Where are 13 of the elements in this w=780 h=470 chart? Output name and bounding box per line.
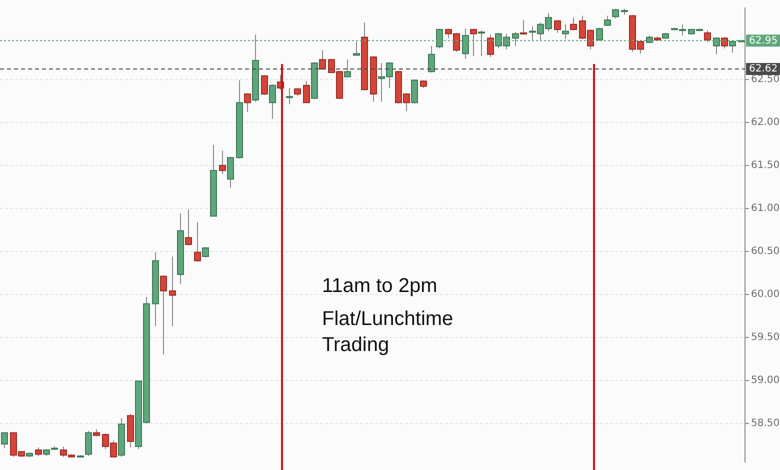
y-tick-label: 60.50 [751, 246, 780, 257]
y-tick-label: 62.50 [751, 74, 780, 85]
y-tick-label: 61.00 [751, 202, 780, 214]
annotation: Flat/Lunchtime Trading [322, 308, 454, 356]
y-tick-label: 60.00 [751, 288, 780, 300]
ref-line-label: 62.62 [749, 64, 778, 75]
y-tick-label: 59.00 [751, 374, 780, 386]
y-tick-label: 61.50 [751, 160, 780, 171]
ref-line-label: 62.95 [749, 35, 778, 46]
y-tick-label: 59.50 [751, 332, 780, 343]
annotation: 11am to 2pm [322, 275, 438, 297]
y-tick-label: 58.50 [751, 418, 780, 429]
y-tick-label: 62.00 [751, 116, 780, 128]
